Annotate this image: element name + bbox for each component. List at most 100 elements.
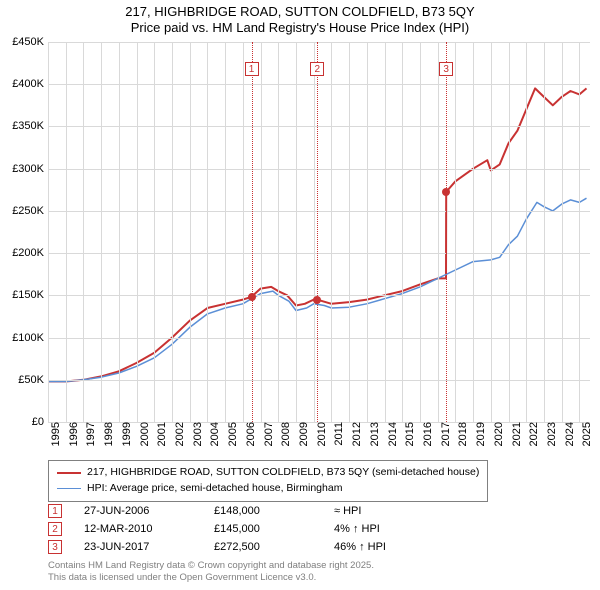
y-axis-label: £50K: [18, 374, 48, 386]
gridline-vertical: [101, 42, 102, 422]
x-axis-label: 2015: [402, 422, 416, 446]
x-axis-label: 2009: [296, 422, 310, 446]
chart-footer: Contains HM Land Registry data © Crown c…: [48, 560, 374, 584]
sale-marker-dot: [442, 188, 450, 196]
x-axis-label: 2000: [137, 422, 151, 446]
gridline-vertical: [526, 42, 527, 422]
y-axis-label: £150K: [12, 289, 48, 301]
gridline-vertical: [579, 42, 580, 422]
x-axis-label: 2012: [349, 422, 363, 446]
x-axis-label: 2010: [314, 422, 328, 446]
sale-marker-number: 1: [245, 62, 259, 76]
title-line-2: Price paid vs. HM Land Registry's House …: [0, 20, 600, 36]
x-axis-label: 2004: [207, 422, 221, 446]
x-axis-label: 2011: [331, 422, 345, 446]
gridline-vertical: [137, 42, 138, 422]
x-axis-label: 2023: [544, 422, 558, 446]
gridline-vertical: [455, 42, 456, 422]
legend-item-price-paid: 217, HIGHBRIDGE ROAD, SUTTON COLDFIELD, …: [57, 465, 479, 481]
x-axis-label: 2014: [385, 422, 399, 446]
sale-price: £145,000: [214, 523, 334, 535]
gridline-vertical: [349, 42, 350, 422]
sale-number-icon: 1: [48, 504, 62, 518]
gridline-vertical: [438, 42, 439, 422]
x-axis-label: 1995: [48, 422, 62, 446]
gridline-vertical: [119, 42, 120, 422]
gridline-vertical: [278, 42, 279, 422]
y-axis-label: £350K: [12, 120, 48, 132]
x-axis-label: 2003: [190, 422, 204, 446]
gridline-vertical: [261, 42, 262, 422]
x-axis-label: 1999: [119, 422, 133, 446]
sale-marker-number: 2: [310, 62, 324, 76]
gridline-vertical: [491, 42, 492, 422]
gridline-vertical: [544, 42, 545, 422]
x-axis-label: 2005: [225, 422, 239, 446]
x-axis-label: 2008: [278, 422, 292, 446]
gridline-vertical: [314, 42, 315, 422]
gridline-vertical: [190, 42, 191, 422]
gridline-vertical: [66, 42, 67, 422]
y-axis-label: £450K: [12, 36, 48, 48]
gridline-vertical: [154, 42, 155, 422]
x-axis-label: 2001: [154, 422, 168, 446]
x-axis-label: 2022: [526, 422, 540, 446]
sale-marker-dot: [313, 296, 321, 304]
sale-marker-number: 3: [439, 62, 453, 76]
x-axis-label: 2019: [473, 422, 487, 446]
footer-line-2: This data is licensed under the Open Gov…: [48, 572, 374, 584]
chart-container: 217, HIGHBRIDGE ROAD, SUTTON COLDFIELD, …: [0, 0, 600, 590]
y-axis-label: £300K: [12, 163, 48, 175]
sale-marker-line: [317, 42, 318, 422]
gridline-vertical: [473, 42, 474, 422]
sale-date: 27-JUN-2006: [84, 505, 214, 517]
y-axis-label: £250K: [12, 205, 48, 217]
sales-table-row: 127-JUN-2006£148,000≈ HPI: [48, 502, 454, 520]
legend-swatch-price-paid: [57, 472, 81, 474]
gridline-vertical: [207, 42, 208, 422]
sale-number-icon: 3: [48, 540, 62, 554]
gridline-vertical: [420, 42, 421, 422]
plot-area: £0£50K£100K£150K£200K£250K£300K£350K£400…: [48, 42, 590, 422]
plot-inner: £0£50K£100K£150K£200K£250K£300K£350K£400…: [48, 42, 590, 422]
sale-number-icon: 2: [48, 522, 62, 536]
sale-marker-dot: [248, 293, 256, 301]
gridline-vertical: [385, 42, 386, 422]
sale-marker-line: [446, 42, 447, 422]
sale-delta-vs-hpi: 46% ↑ HPI: [334, 541, 454, 553]
gridline-vertical: [172, 42, 173, 422]
sale-date: 23-JUN-2017: [84, 541, 214, 553]
sale-delta-vs-hpi: 4% ↑ HPI: [334, 523, 454, 535]
sales-table-row: 3 23-JUN-2017£272,50046% ↑ HPI: [48, 538, 454, 556]
sale-price: £272,500: [214, 541, 334, 553]
legend-label-hpi: HPI: Average price, semi-detached house,…: [87, 481, 342, 497]
gridline-vertical: [402, 42, 403, 422]
gridline-vertical: [509, 42, 510, 422]
gridline-vertical: [296, 42, 297, 422]
x-axis-label: 2006: [243, 422, 257, 446]
x-axis-label: 2016: [420, 422, 434, 446]
sale-marker-line: [252, 42, 253, 422]
y-axis-label: £100K: [12, 332, 48, 344]
legend-item-hpi: HPI: Average price, semi-detached house,…: [57, 481, 479, 497]
y-axis-label: £400K: [12, 78, 48, 90]
gridline-vertical: [225, 42, 226, 422]
sale-date: 12-MAR-2010: [84, 523, 214, 535]
legend-swatch-hpi: [57, 488, 81, 489]
footer-line-1: Contains HM Land Registry data © Crown c…: [48, 560, 374, 572]
y-axis-label: £200K: [12, 247, 48, 259]
gridline-vertical: [331, 42, 332, 422]
title-line-1: 217, HIGHBRIDGE ROAD, SUTTON COLDFIELD, …: [0, 4, 600, 20]
legend: 217, HIGHBRIDGE ROAD, SUTTON COLDFIELD, …: [48, 460, 488, 502]
x-axis-label: 2025: [579, 422, 593, 446]
x-axis-label: 2024: [562, 422, 576, 446]
x-axis-label: 1996: [66, 422, 80, 446]
x-axis-label: 1998: [101, 422, 115, 446]
chart-title: 217, HIGHBRIDGE ROAD, SUTTON COLDFIELD, …: [0, 0, 600, 37]
sale-price: £148,000: [214, 505, 334, 517]
x-axis-label: 2020: [491, 422, 505, 446]
x-axis-label: 2002: [172, 422, 186, 446]
gridline-vertical: [367, 42, 368, 422]
gridline-vertical: [48, 42, 49, 422]
gridline-vertical: [83, 42, 84, 422]
